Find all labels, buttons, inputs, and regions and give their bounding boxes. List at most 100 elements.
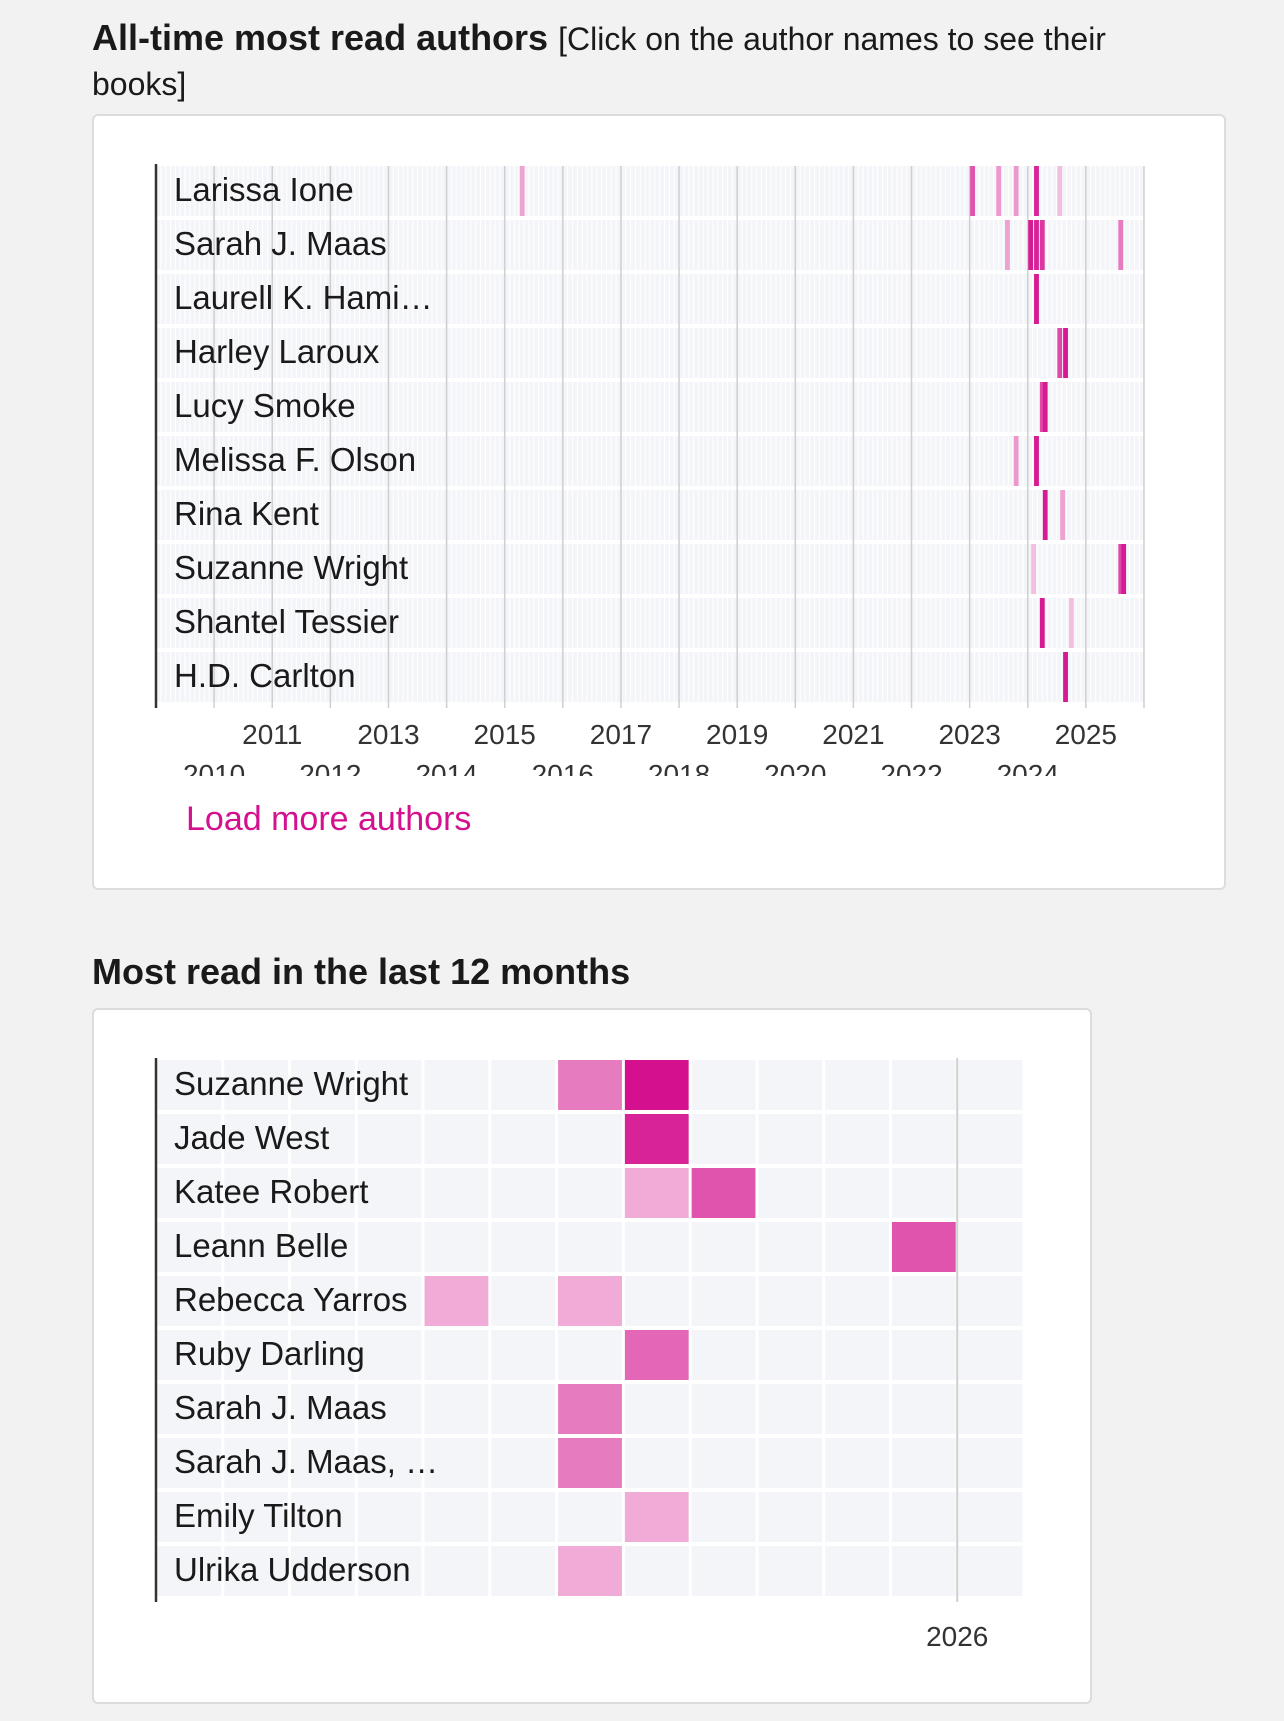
empty-cell [157,1114,222,1164]
empty-cell [291,1330,355,1380]
empty-cell [357,1114,422,1164]
empty-cell [157,1330,222,1380]
empty-cell [291,1168,355,1218]
empty-cell [491,1114,556,1164]
empty-cell [691,1492,756,1542]
empty-cell [758,1438,823,1488]
heat-cell [624,1330,689,1380]
empty-cell [624,1384,689,1434]
author-label: Jade West [174,1119,329,1156]
x-tick-label: 2022 [880,759,942,776]
heat-cell [1057,166,1063,216]
heat-cell [558,1384,622,1434]
author-label[interactable]: Suzanne Wright [174,549,408,586]
empty-cell [291,1276,355,1326]
empty-cell [825,1492,889,1542]
x-tick-label: 2014 [415,759,477,776]
author-label: Sarah J. Maas [174,1389,387,1426]
empty-cell [691,1438,756,1488]
x-tick-label: 2018 [648,759,710,776]
empty-cell [558,1114,622,1164]
reading-stats-page: All-time most read authors [Click on the… [16,0,1268,1721]
empty-cell [291,1222,355,1272]
author-label[interactable]: Lucy Smoke [174,387,356,424]
empty-cell [624,1222,689,1272]
empty-cell [825,1546,889,1596]
author-label[interactable]: Sarah J. Maas [174,225,387,262]
x-tick-label: 2013 [357,719,419,750]
author-label[interactable]: Laurell K. Hami… [174,279,433,316]
heat-cell [1042,382,1048,432]
x-tick-label: 2011 [242,719,302,750]
empty-cell [491,1060,556,1110]
empty-cell [624,1276,689,1326]
empty-cell [891,1492,956,1542]
heat-cell [1063,652,1068,702]
empty-cell [491,1546,556,1596]
author-label[interactable]: Harley Laroux [174,333,380,370]
x-tick-label: 2010 [183,759,245,776]
heat-cell [970,166,975,216]
empty-cell [424,1384,489,1434]
empty-cell [758,1546,823,1596]
heat-cell [1013,436,1019,486]
empty-cell [958,1276,1023,1326]
all-time-authors-card: Larissa Ione Sarah J. Maas Laurell K. Hami… [92,114,1226,890]
empty-cell [691,1060,756,1110]
empty-cell [224,1492,289,1542]
heat-cell [624,1168,689,1218]
author-label[interactable]: Shantel Tessier [174,603,399,640]
empty-cell [224,1384,289,1434]
empty-cell [958,1546,1023,1596]
empty-cell [157,1276,222,1326]
empty-cell [825,1276,889,1326]
x-tick-label: 2021 [822,719,884,750]
author-label[interactable]: H.D. Carlton [174,657,356,694]
empty-cell [224,1114,289,1164]
author-label[interactable]: Rina Kent [174,495,319,532]
empty-cell [758,1060,823,1110]
author-label: Leann Belle [174,1227,348,1264]
empty-cell [958,1222,1023,1272]
heat-cell [1034,436,1039,486]
last-12-months-card: 2026 Suzanne Wright Jade West Katee Robert L… [92,1008,1092,1704]
author-label[interactable]: Larissa Ione [174,171,354,208]
heat-cell [1063,328,1068,378]
empty-cell [691,1546,756,1596]
x-tick-label: 2026 [926,1621,988,1652]
empty-cell [891,1546,956,1596]
empty-cell [291,1546,355,1596]
empty-cell [491,1492,556,1542]
author-label: Rebecca Yarros [174,1281,408,1318]
heat-cell [1121,544,1127,594]
heat-cell [558,1276,622,1326]
empty-cell [357,1330,422,1380]
empty-cell [758,1384,823,1434]
empty-cell [758,1114,823,1164]
heat-cell [891,1222,956,1272]
empty-cell [691,1114,756,1164]
empty-cell [891,1276,956,1326]
author-label: Ulrika Udderson [174,1551,411,1588]
empty-cell [224,1546,289,1596]
load-more-authors-link[interactable]: Load more authors [186,800,472,838]
empty-cell [558,1168,622,1218]
heat-cell [691,1168,756,1218]
empty-cell [291,1114,355,1164]
heat-cell [1118,220,1124,270]
x-tick-label: 2017 [590,719,652,750]
empty-cell [891,1330,956,1380]
author-label[interactable]: Melissa F. Olson [174,441,416,478]
all-time-hint-text: [Click on the author names to see their … [92,21,1106,102]
author-label: Ruby Darling [174,1335,365,1372]
all-time-heatmap: Larissa Ione Sarah J. Maas Laurell K. Hami… [154,164,1145,776]
author-label: Katee Robert [174,1173,368,1210]
empty-cell [558,1222,622,1272]
heat-cell [1005,220,1010,270]
empty-cell [157,1384,222,1434]
empty-cell [825,1384,889,1434]
last-12-months-section-title: Most read in the last 12 months [92,951,631,992]
heat-cell [1028,220,1034,270]
empty-cell [558,1330,622,1380]
empty-cell [825,1060,889,1110]
